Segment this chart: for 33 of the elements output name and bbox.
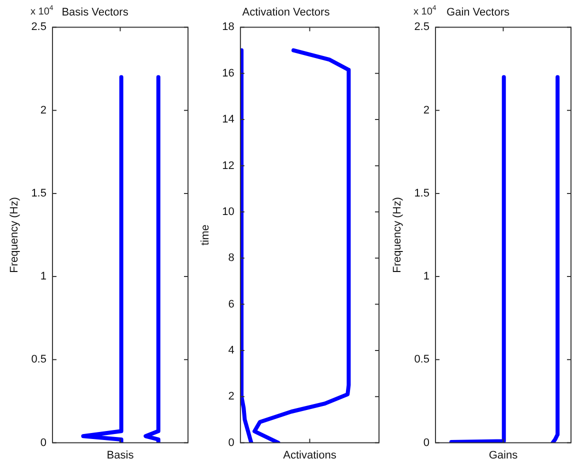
y-tick-label: 0: [40, 436, 46, 449]
y-tick-label: 1.5: [31, 187, 46, 200]
y-tick-label: 2: [228, 390, 234, 403]
y-tick-label: 0: [423, 436, 430, 449]
y-tick-label: 2.5: [31, 21, 46, 34]
y-tick-label: 8: [228, 252, 234, 264]
text: x 10$^{4}$: [30, 4, 54, 18]
chart-title: Gain Vectors: [446, 6, 510, 19]
y-tick-label: 0.5: [31, 354, 46, 366]
y-tick-label: 1: [423, 270, 430, 283]
y-tick-label: 2: [423, 104, 430, 116]
y-tick-label: 1: [40, 270, 46, 283]
y-axis-title: time: [200, 224, 212, 246]
y-tick-label: 16: [222, 67, 234, 80]
y-tick-label: 10: [222, 206, 234, 218]
chart-title: Basis Vectors: [62, 6, 129, 19]
y-tick-label: 4: [228, 344, 234, 356]
y-tick-label: 2.5: [414, 21, 430, 34]
y-tick-label: 0.5: [414, 354, 430, 366]
y-tick-label: 6: [228, 298, 234, 310]
y-tick-label: 2: [40, 104, 46, 116]
chart-title: Activation Vectors: [242, 6, 330, 19]
y-tick-label: 0: [228, 436, 234, 449]
y-tick-label: 1.5: [414, 187, 430, 200]
text: x 10$^{4}$: [413, 4, 436, 18]
y-tick-label: 14: [222, 114, 234, 126]
y-axis-title: Frequency (Hz): [8, 197, 21, 273]
x-axis-title: Gains: [488, 449, 518, 462]
y-tick-label: 12: [222, 160, 234, 172]
y-tick-label: 18: [222, 21, 234, 34]
x-axis-title: Basis: [106, 449, 134, 462]
x-axis-title: Activations: [283, 449, 337, 462]
y-axis-title: Frequency (Hz): [392, 197, 404, 273]
